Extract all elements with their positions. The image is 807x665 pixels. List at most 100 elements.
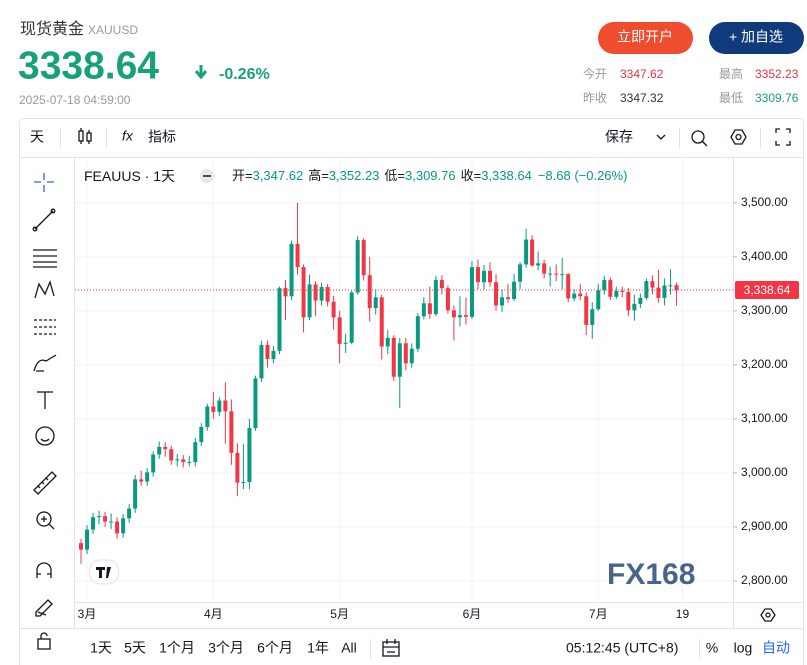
candle-body [367,275,372,309]
x-tick-label: 6月 [463,607,482,621]
watchlist-button[interactable] [709,22,804,54]
auto-toggle[interactable]: 自动 [762,640,790,656]
candle-body [223,400,228,412]
candle-body [211,406,216,412]
candle-body [566,274,571,299]
ohlc-label: 高= [308,168,329,183]
ohlc-label: 收= [461,168,482,183]
y-tick-label: 2,800.00 [741,573,788,587]
range-button[interactable]: 1年 [307,640,329,656]
open-account-label[interactable]: 立即开户 [617,29,673,45]
trendline-tool[interactable] [34,210,54,230]
lock-tool[interactable] [37,638,51,650]
pattern-tool[interactable] [34,280,55,299]
lock-drawing-tool[interactable] [35,599,53,617]
candle-body [512,281,517,299]
ruler-tool[interactable] [33,471,57,495]
candle-body [656,287,661,298]
candle-body [542,263,547,274]
candle-body [433,280,438,315]
fx-icon[interactable]: fx [122,128,134,144]
candle-body [409,348,414,364]
candle-body [343,342,348,344]
candle-body [500,297,505,306]
candle-body [584,296,589,325]
candle-body [391,337,396,377]
interval-button[interactable]: 天 [30,129,44,145]
chart-type-button[interactable] [78,128,92,144]
brush-tool[interactable] [33,354,57,372]
emoji-tool[interactable] [35,426,55,446]
candle-body [163,446,168,450]
range-button[interactable]: 3个月 [208,640,244,656]
candle-body [145,472,150,482]
candle-body [313,284,318,301]
range-button[interactable]: All [341,640,357,656]
percent-toggle[interactable]: % [706,640,718,656]
save-button[interactable]: 保存 [605,129,633,145]
candle-body [109,521,114,523]
candle-body [253,378,258,429]
candle-body [614,290,619,297]
last-price-label: 3,338.64 [744,283,791,297]
watchlist-label[interactable]: + 加自选 [729,29,783,45]
zoom-tool[interactable] [36,511,52,527]
fullscreen-button[interactable] [775,128,791,146]
candle-body [650,281,655,288]
candle-body [457,315,462,318]
candle-body [307,284,312,318]
plot-area: 2,800.00 2,900.00 3,000.00 3,100.00 3,200.00… [75,158,799,621]
candle-body [554,273,559,275]
range-button[interactable]: 6个月 [257,640,293,656]
tv-logo-mark [96,567,111,578]
candle-body [572,293,577,299]
indicators-button[interactable]: 指标 [148,129,176,145]
alert-button[interactable] [691,130,708,147]
candle-body [385,337,390,347]
log-toggle[interactable]: log [734,640,753,656]
price: 3338.64 [18,44,159,87]
fib-tool[interactable] [33,249,57,268]
ohlc-label: 低= [384,168,405,183]
candle-body [518,264,523,282]
save-caret[interactable] [656,134,666,140]
change: -0.26% [219,66,270,83]
candle-body [662,285,667,298]
candle-body [445,288,450,311]
candle-body [79,543,84,550]
candle-body [283,288,288,297]
candle-body [205,406,210,427]
range-button[interactable]: 1个月 [159,640,195,656]
stat-value: 3352.23 [755,67,799,81]
candle-body [530,239,535,266]
stat-label: 今开 [583,66,607,81]
candle-body [349,292,354,343]
candle-body [265,344,270,359]
candle-body [151,454,156,473]
candle-body [451,310,456,318]
magnet-tool[interactable] [36,562,52,578]
settings-button[interactable] [730,129,747,145]
axis-settings[interactable] [760,608,776,622]
tool-dot [50,208,56,214]
candle-body [602,280,607,291]
candle-body [289,243,294,297]
asset-symbol: XAUUSD [88,23,138,37]
tool-dot [32,226,38,232]
projection-tool[interactable] [34,319,56,335]
text-tool[interactable] [37,391,53,409]
candle-body [463,315,468,317]
goto-date-button[interactable] [382,639,400,657]
stat-label: 最高 [719,66,743,81]
crosshair-tool[interactable] [34,173,54,192]
candle-body [127,508,132,519]
range-button[interactable]: 5天 [124,640,146,656]
candle-body [121,518,126,534]
ohlc-change: −8.68 (−0.26%) [538,168,628,183]
range-button[interactable]: 1天 [90,640,112,656]
open-account-button[interactable] [598,22,693,54]
y-tick-label: 3,100.00 [741,411,788,425]
candle-body [91,517,96,530]
lock-shackle [40,632,48,639]
stat-value: 3347.62 [620,67,664,81]
